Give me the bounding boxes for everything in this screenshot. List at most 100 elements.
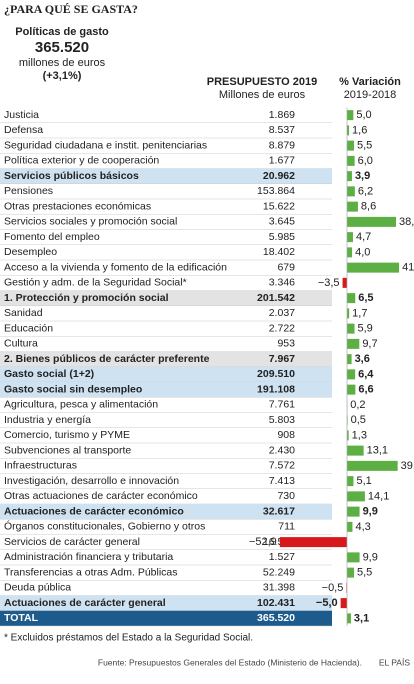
- variation-label: 4,0: [355, 246, 370, 258]
- row-budget: 201.542: [257, 292, 295, 304]
- row-label: Sanidad: [4, 307, 43, 319]
- variation-label: 38,6: [399, 216, 414, 228]
- row-label: 2. Bienes públicos de carácter preferent…: [4, 353, 210, 365]
- row-label: 1. Protección y promoción social: [4, 292, 169, 304]
- row-budget: 102.431: [257, 597, 295, 609]
- row-budget: 1.677: [269, 155, 295, 167]
- variation-bar: [347, 613, 351, 624]
- row-budget: 31.398: [263, 582, 295, 594]
- row-budget: 52.249: [263, 566, 295, 578]
- row-label: Seguridad ciudadana e instit. penitencia…: [4, 139, 207, 151]
- variation-label: −52,9: [249, 536, 277, 548]
- row-label: Servicios públicos básicos: [4, 170, 139, 182]
- row-budget: 191.108: [257, 383, 295, 395]
- row-budget: 5.803: [269, 414, 295, 426]
- variation-bar: [347, 445, 364, 456]
- variation-bar: [340, 598, 347, 609]
- row-label: Desempleo: [4, 246, 57, 258]
- variation-bar: [347, 110, 354, 121]
- variation-bar: [347, 354, 352, 365]
- row-shade: [0, 382, 332, 398]
- row-shade: [0, 168, 332, 184]
- row-label: Servicios sociales y promoción social: [4, 216, 177, 228]
- source: Fuente: Presupuestos Generales del Estad…: [98, 657, 362, 667]
- variation-bar: [347, 293, 356, 304]
- variation-bar: [347, 186, 355, 197]
- row-budget: 209.510: [257, 368, 295, 380]
- variation-bar: [347, 125, 350, 136]
- row-label: Servicios de carácter general: [4, 536, 140, 548]
- rows: Justicia 1.869 5,0 Defensa 8.537 1,6 Seguridad…: [0, 107, 414, 627]
- row-budget: 8.537: [269, 124, 295, 136]
- row-shade: [0, 504, 332, 520]
- row-label: Acceso a la vivienda y fomento de la edi…: [4, 261, 227, 273]
- row-budget: 730: [277, 490, 295, 502]
- variation-label: 39,9: [401, 460, 414, 472]
- variation-label: 9,7: [362, 338, 377, 350]
- variation-bar: [347, 552, 360, 563]
- variation-bar: [342, 277, 347, 288]
- variation-bar: [347, 323, 355, 334]
- variation-bar: [347, 491, 365, 502]
- variation-label: 1,6: [352, 124, 367, 136]
- publisher: EL PAÍS: [379, 657, 411, 667]
- row-budget: 2.430: [269, 444, 295, 456]
- footnote: * Excluidos préstamos del Estado a la Se…: [4, 633, 253, 644]
- variation-bar: [347, 384, 356, 395]
- row-label: Cultura: [4, 338, 38, 350]
- row-label: Industria y energía: [4, 414, 91, 426]
- variation-label: 4,3: [355, 521, 370, 533]
- variation-label: −0,5: [322, 582, 344, 594]
- variation-label: −3,5: [318, 277, 340, 289]
- row-shade: [0, 595, 332, 611]
- row-label: Infraestructuras: [4, 460, 77, 472]
- variation-label: 0,5: [351, 414, 366, 426]
- variation-label: 5,9: [357, 323, 372, 335]
- title: ¿PARA QUÉ SE GASTA?: [4, 2, 138, 16]
- variation-label: 5,5: [357, 140, 372, 152]
- variation-label: 9,9: [363, 506, 378, 518]
- row-budget: 153.864: [257, 185, 295, 197]
- variation-bar: [347, 567, 354, 578]
- variation-bar: [347, 201, 358, 212]
- variation-bar: [347, 155, 355, 166]
- variation-bar: [347, 216, 397, 227]
- variation-bar: [347, 171, 352, 182]
- row-label: Actuaciones de carácter general: [4, 597, 166, 609]
- row-label: Investigación, desarrollo e innovación: [4, 475, 179, 487]
- variation-label: 8,6: [361, 201, 376, 213]
- row-shade: [0, 610, 332, 626]
- variation-bar: [347, 506, 360, 517]
- row-budget: 7.967: [269, 353, 295, 365]
- row-budget: 8.879: [269, 139, 295, 151]
- row-label: Gestión y adm. de la Seguridad Social*: [4, 277, 187, 289]
- row-label: Defensa: [4, 124, 43, 136]
- row-label: Educación: [4, 322, 53, 334]
- variation-label: 1,3: [352, 429, 367, 441]
- variation-label: −5,0: [316, 597, 338, 609]
- variation-bar: [347, 338, 360, 349]
- row-shade: [0, 351, 332, 367]
- variation-label: 5,5: [357, 567, 372, 579]
- variation-label: 5,1: [356, 475, 371, 487]
- row-label: Agricultura, pesca y alimentación: [4, 399, 158, 411]
- row-budget: 908: [277, 429, 295, 441]
- row-budget: 711: [278, 521, 295, 533]
- row-label: Órganos constitucionales, Gobierno y otr…: [4, 520, 205, 533]
- variation-label: 5,0: [356, 109, 371, 121]
- row-label: Pensiones: [4, 185, 53, 197]
- variation-bar: [347, 262, 400, 273]
- row-label: Otras prestaciones económicas: [4, 200, 151, 212]
- row-budget: 1.527: [269, 551, 295, 563]
- row-label: Subvenciones al transporte: [4, 444, 131, 456]
- variation-label: 3,6: [355, 353, 370, 365]
- variation-label: 1,7: [352, 307, 367, 319]
- variation-label: 0,2: [350, 399, 365, 411]
- variation-label: 6,2: [358, 185, 373, 197]
- variation-bar: [347, 521, 353, 532]
- row-label: Actuaciones de carácter económico: [4, 505, 184, 517]
- row-shade: [0, 290, 332, 306]
- row-budget: 7.761: [269, 399, 295, 411]
- row-budget: 5.985: [269, 231, 295, 243]
